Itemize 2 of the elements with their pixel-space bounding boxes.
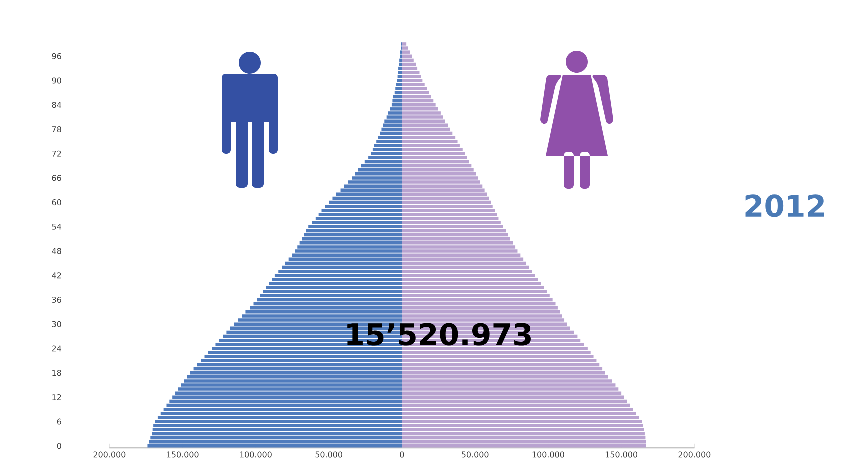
annotation: 15’520.973 [348,323,531,346]
text: 2012 [746,194,824,218]
